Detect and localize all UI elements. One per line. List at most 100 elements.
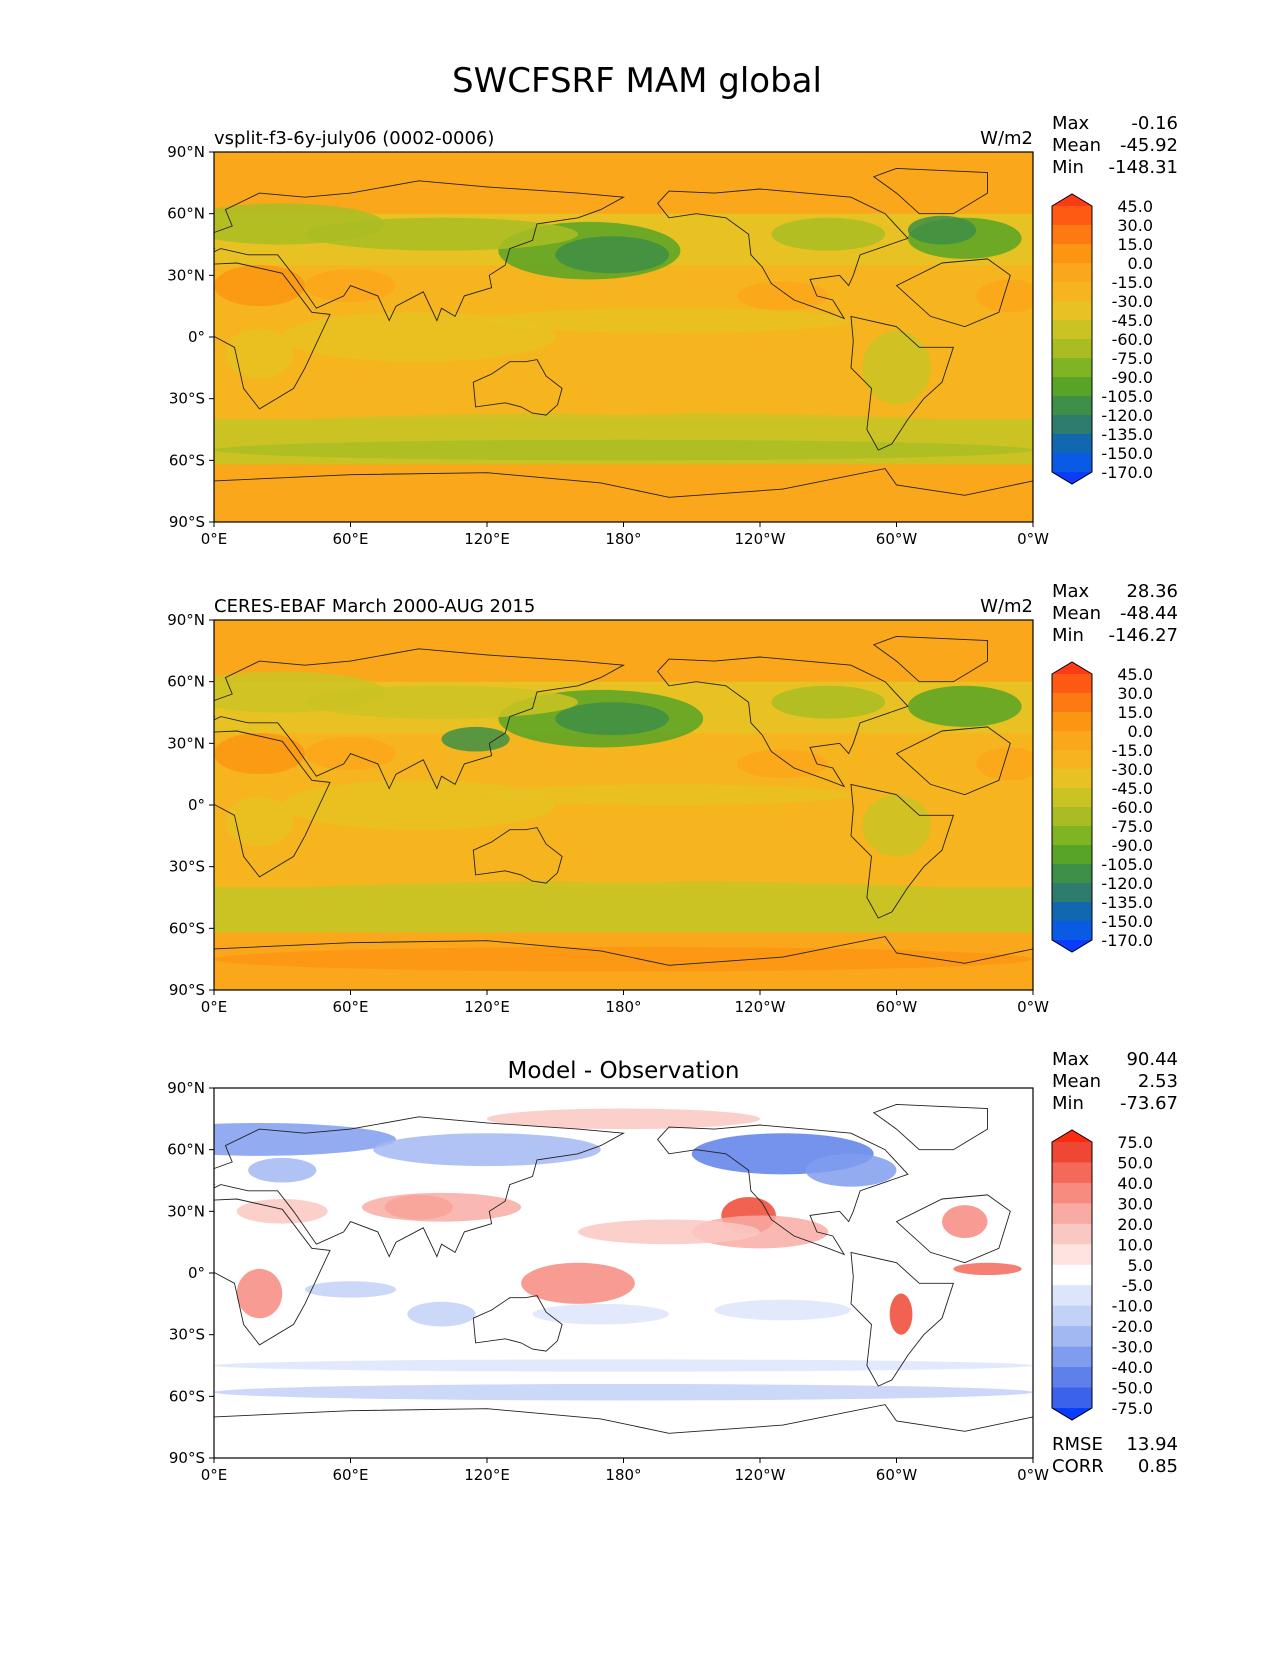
colorbar-segment [1052,415,1092,435]
field-anomaly [407,1301,476,1327]
x-tick-label: 0°W [1017,1466,1049,1484]
stat-value: -148.31 [1109,157,1178,178]
field-anomaly [214,265,305,307]
stat-value: -146.27 [1109,625,1178,646]
colorbar-level-label: -45.0 [1112,779,1153,798]
colorbar-segment [1052,1346,1092,1368]
colorbar-segment [1052,1326,1092,1348]
x-tick-label: 120°W [735,1466,786,1484]
map-field [214,1088,1033,1458]
field-anomaly [805,1153,897,1187]
colorbar: 45.030.015.00.0-15.0-30.0-45.0-60.0-75.0… [1051,661,1153,953]
colorbar-extend-top [1052,194,1092,206]
x-tick-label: 60°E [332,530,368,548]
field-anomaly [236,1199,328,1224]
colorbar-segment [1052,902,1092,922]
colorbar-level-label: -30.0 [1112,1338,1153,1357]
field-anomaly [214,881,1033,914]
colorbar-outline [1051,193,1093,485]
colorbar-extend-top [1052,662,1092,674]
field-anomaly [214,733,305,775]
x-tick-label: 120°W [735,998,786,1016]
stat-value: 0.85 [1138,1456,1178,1477]
colorbar-level-label: -120.0 [1101,874,1153,893]
colorbar-segment [1052,1305,1092,1327]
colorbar-segment [1052,1182,1092,1204]
stat-label: CORR [1052,1456,1104,1477]
x-tick-label: 0°E [201,530,228,548]
field-anomaly [214,1359,1033,1372]
colorbar-level-label: -20.0 [1112,1317,1153,1336]
stat-label: RMSE [1052,1434,1103,1455]
colorbar-segment [1052,712,1092,732]
colorbar-segment [1052,731,1092,751]
y-tick-label: 90°S [169,513,205,531]
colorbar-extend-bottom [1052,940,1092,952]
colorbar-level-label: 15.0 [1117,703,1153,722]
coastline [657,1124,909,1256]
colorbar-level-label: 10.0 [1117,1235,1153,1254]
coastline [214,1116,626,1258]
coastline [895,726,1011,796]
colorbar-level-label: -135.0 [1101,893,1153,912]
field-anomaly [214,907,1033,929]
coastline [872,1103,988,1151]
y-tick-label: 0° [188,796,205,814]
colorbar-level-label: -90.0 [1112,368,1153,387]
colorbar-level-label: -15.0 [1112,741,1153,760]
map-panel-3: 0°E 60°E 120°E 180° 120°W 60°W 0°W 90°N 60°N 30°N… [167,1049,1178,1484]
coastline [657,188,909,320]
colorbar-level-label: -150.0 [1101,912,1153,931]
map-panel-1: 0°E 60°E 120°E 180° 120°W 60°W 0°W 90°N 60°N 30°N… [167,113,1178,548]
x-tick-label: 0°W [1017,530,1049,548]
y-tick-label: 30°N [167,266,205,284]
field-anomaly [737,281,829,311]
colorbar-segment [1052,1264,1092,1286]
field-anomaly [214,203,385,245]
y-tick-label: 90°N [167,143,205,161]
panel-title: CERES-EBAF March 2000-AUG 2015 [214,596,535,617]
coastline [850,1251,955,1387]
coastline [214,936,1033,990]
colorbar-level-label: -50.0 [1112,1379,1153,1398]
units-label: W/m2 [980,128,1033,149]
stat-label: Min [1052,157,1084,178]
stat-value: 2.53 [1138,1071,1178,1092]
field-anomaly [487,308,851,333]
colorbar-level-label: 0.0 [1128,254,1153,273]
x-tick-label: 180° [605,998,641,1016]
x-tick-label: 120°E [464,998,510,1016]
colorbar-segment [1052,769,1092,789]
colorbar-segment [1052,1244,1092,1266]
colorbar-segment [1052,883,1092,903]
stat-label: Mean [1052,603,1101,624]
field-anomaly [214,671,385,713]
colorbar-segment [1052,453,1092,473]
coastline [657,656,909,788]
y-tick-label: 60°N [167,673,205,691]
panel-title: Model - Observation [507,1058,739,1084]
x-tick-label: 60°W [876,530,918,548]
colorbar-segment [1052,1367,1092,1389]
colorbar-level-label: -45.0 [1112,311,1153,330]
colorbar-level-label: 5.0 [1128,1256,1153,1275]
colorbar-segment [1052,1162,1092,1184]
coastline [895,1194,1011,1264]
coastline [895,258,1011,328]
field-anomaly [236,1268,283,1319]
field-anomaly [555,236,669,274]
colorbar-level-label: -40.0 [1112,1358,1153,1377]
colorbar-segment [1052,1203,1092,1225]
field-anomaly [373,1133,601,1167]
stat-value: 90.44 [1126,1049,1178,1070]
field-anomaly [737,749,829,779]
units-label: W/m2 [980,596,1033,617]
x-tick-label: 0°E [201,998,228,1016]
coastline [850,315,955,451]
stat-label: Max [1052,1049,1090,1070]
colorbar-outline [1051,1129,1093,1421]
colorbar-level-label: -10.0 [1112,1297,1153,1316]
stat-value: -0.16 [1131,113,1178,134]
field-anomaly [555,702,669,736]
